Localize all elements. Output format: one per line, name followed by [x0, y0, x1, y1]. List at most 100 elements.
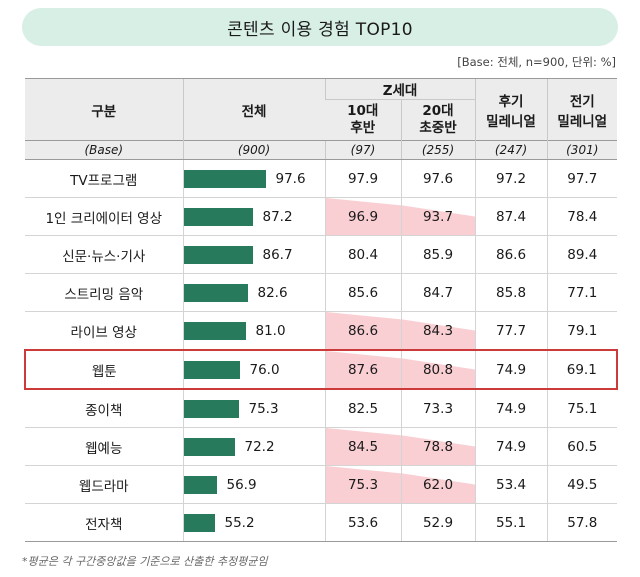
highlight-triangle	[325, 466, 401, 503]
total-value: 82.6	[257, 284, 288, 301]
table-row: 전자책 55.2 53.6 52.9 55.1 57.8	[25, 503, 618, 542]
early-twenties-value: 85.9	[400, 235, 476, 274]
early-twenties-value: 52.9	[400, 503, 476, 542]
total-value: 72.2	[244, 438, 275, 455]
cell-number: 53.6	[347, 514, 379, 531]
table-row: 신문·뉴스·기사 86.7 80.4 85.9 86.6 89.4	[25, 235, 618, 274]
total-bar-cell: 81.0	[182, 311, 325, 350]
highlight-triangle-shape	[401, 319, 475, 349]
base-note: [Base: 전체, n=900, 단위: %]	[457, 55, 616, 69]
highlight-triangle	[401, 319, 475, 349]
table-row: 웹드라마 56.9 75.3 62.0 53.4 49.5	[25, 465, 618, 504]
highlight-triangle-shape	[325, 312, 401, 349]
cell-number: 75.3	[347, 476, 379, 493]
late-millennial-value: 74.9	[474, 427, 548, 466]
header-category: 구분	[25, 78, 183, 141]
total-bar-cell: 86.7	[182, 235, 325, 274]
early-millennial-value: 97.7	[546, 159, 618, 198]
highlight-triangle-shape	[325, 466, 401, 503]
highlight-triangle-shape	[325, 351, 401, 388]
table-row: 웹툰 76.0 87.6 80.8 74.9 69.1	[24, 349, 619, 390]
late-teens-value: 97.9	[324, 159, 401, 198]
total-value: 56.9	[226, 476, 257, 493]
highlight-triangle	[325, 312, 401, 349]
row-label: 라이브 영상	[25, 311, 183, 350]
row-label: 종이책	[85, 402, 123, 419]
cell-number: 78.8	[422, 438, 454, 455]
late-millennial-value: 53.4	[474, 465, 548, 504]
row-label: 스트리밍 음악	[25, 273, 183, 312]
total-bar-cell: 76.0	[182, 349, 325, 390]
table-row: 스트리밍 음악 82.6 85.6 84.7 85.8 77.1	[25, 273, 618, 312]
table-row: 1인 크리에이터 영상 87.2 96.9 93.7 87.4 78.4	[25, 197, 618, 236]
highlight-triangle	[401, 205, 475, 235]
early-millennial-value: 77.1	[546, 273, 618, 312]
early-millennial-value: 79.1	[546, 311, 618, 350]
cell-number: 84.3	[422, 322, 454, 339]
footnote: *평균은 각 구간중앙값을 기준으로 산출한 추정평균임	[22, 555, 268, 568]
early-millennial-value: 89.4	[546, 235, 618, 274]
row-label: TV프로그램	[25, 159, 183, 198]
total-bar	[183, 169, 266, 188]
highlight-triangle-shape	[401, 435, 475, 465]
late-teens-value: 87.6	[324, 349, 401, 390]
early-twenties-value: 78.8	[400, 427, 476, 466]
row-label: 웹드라마	[25, 465, 183, 504]
early-twenties-value: 97.6	[400, 159, 476, 198]
base-cell: (255)	[400, 140, 476, 160]
table-row: 라이브 영상 81.0 86.6 84.3 77.7 79.1	[25, 311, 618, 350]
cell-number: 62.0	[422, 476, 454, 493]
early-twenties-value: 62.0	[400, 465, 476, 504]
total-bar-cell: 55.2	[182, 503, 325, 542]
late-millennial-value: 87.4	[474, 197, 548, 236]
cell-number: 85.9	[422, 246, 454, 263]
cell-number: 84.7	[422, 284, 454, 301]
early-millennial-value: 49.5	[546, 465, 618, 504]
total-value: 76.0	[249, 361, 280, 378]
total-value: 81.0	[255, 322, 286, 339]
highlight-triangle	[325, 428, 401, 465]
total-bar-cell: 56.9	[182, 465, 325, 504]
early-twenties-value: 93.7	[400, 197, 476, 236]
row-label: 1인 크리에이터 영상	[25, 197, 183, 236]
late-millennial-value: 86.6	[474, 235, 548, 274]
late-teens-value: 75.3	[324, 465, 401, 504]
highlight-triangle-shape	[401, 358, 475, 388]
base-cell: (900)	[182, 140, 325, 160]
cell-number: 52.9	[422, 514, 454, 531]
title-text: 콘텐츠 이용 경험 TOP10	[227, 19, 413, 40]
late-teens-value: 85.6	[324, 273, 401, 312]
late-millennial-value: 55.1	[474, 503, 548, 542]
total-value: 97.6	[275, 170, 306, 187]
highlight-triangle-shape	[325, 428, 401, 465]
row-label: 신문·뉴스·기사	[25, 235, 183, 274]
cell-number: 80.8	[422, 361, 454, 378]
early-millennial-value: 75.1	[546, 389, 618, 428]
highlight-triangle-shape	[401, 205, 475, 235]
cell-number: 85.6	[347, 284, 379, 301]
total-bar-cell: 75.3	[182, 389, 325, 428]
total-bar	[183, 437, 235, 456]
early-millennial-value: 78.4	[546, 197, 618, 236]
highlight-triangle	[325, 198, 401, 235]
row-label: 웹예능	[25, 427, 183, 466]
highlight-triangle-shape	[325, 198, 401, 235]
cell-number: 80.4	[347, 246, 379, 263]
cell-number: 97.6	[422, 170, 454, 187]
highlight-triangle	[401, 473, 475, 503]
usage-table: 구분 전체 Z세대 후기 밀레니얼 전기 밀레니얼 10대 후반 20대 초중반 (Ba…	[24, 78, 619, 542]
total-bar-cell: 87.2	[182, 197, 325, 236]
base-row: (Base) (900) (97) (255) (247) (301)	[25, 140, 618, 160]
late-teens-value: 86.6	[324, 311, 401, 350]
late-millennial-value: 74.9	[474, 349, 548, 390]
total-bar-cell: 82.6	[182, 273, 325, 312]
late-millennial-value: 77.7	[474, 311, 548, 350]
late-millennial-value: 85.8	[474, 273, 548, 312]
late-teens-value: 82.5	[324, 389, 401, 428]
highlight-triangle	[401, 358, 475, 388]
total-bar	[183, 283, 248, 302]
header-late-millennial: 후기 밀레니얼	[474, 78, 548, 141]
total-value: 87.2	[262, 208, 293, 225]
header-early-twenties: 20대 초중반	[400, 99, 476, 141]
row-label: 웹툰	[24, 349, 183, 390]
